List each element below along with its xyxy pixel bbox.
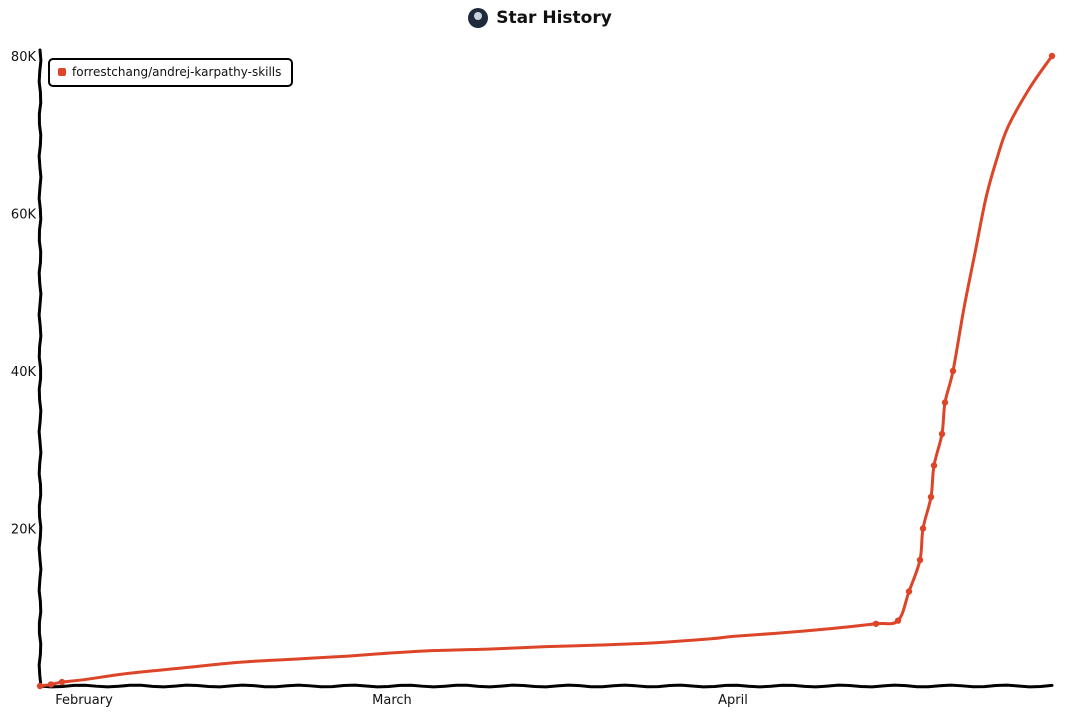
chart-title: Star History [468,8,612,28]
data-point [927,493,935,501]
data-point [894,617,902,624]
chart-axes [37,48,1054,689]
x-axis-line [38,683,1054,689]
data-point [872,620,880,627]
legend-label: forrestchang/andrej-karpathy-skills [72,65,282,79]
data-point [58,678,66,686]
y-tick-label: 60K [11,208,37,223]
series-line [38,54,1054,688]
data-point [36,682,44,690]
legend-swatch [58,68,66,76]
data-point [919,525,927,532]
y-tick-label: 40K [11,365,37,380]
data-point [949,367,957,375]
data-point [905,588,913,595]
chart-legend[interactable]: forrestchang/andrej-karpathy-skills [48,58,294,87]
data-point [938,430,946,438]
data-point [941,399,949,406]
chart-series [36,52,1056,690]
y-tick-label: 80K [11,50,37,65]
chart-title-bar: Star History [0,8,1080,32]
avatar-icon [468,8,489,28]
data-point [1048,52,1056,60]
y-tick-label: 20K [11,523,37,538]
x-tick-label: April [718,693,748,708]
chart-tick-labels: 20K 40K 60K 80K February March April [11,50,748,708]
data-point [47,681,55,688]
chart-title-text: Star History [496,8,612,28]
data-point [916,556,924,564]
data-point [930,462,938,469]
x-tick-label: February [55,693,113,708]
x-tick-label: March [372,693,412,708]
y-axis-line [37,48,43,688]
